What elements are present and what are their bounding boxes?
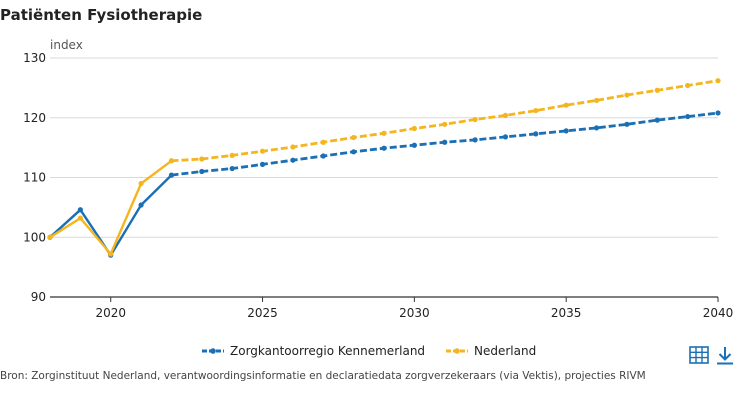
data-point-kennemerland-2040	[715, 110, 721, 116]
data-point-kennemerland-2033	[502, 134, 509, 140]
data-point-kennemerland-2030	[411, 142, 417, 148]
data-point-kennemerland-2023	[199, 168, 205, 175]
data-point-nederland-2024	[229, 152, 235, 158]
data-point-nederland-2025	[259, 148, 266, 154]
data-point-nederland-2036	[593, 97, 600, 104]
data-point-kennemerland-2028	[351, 149, 357, 155]
data-point-kennemerland-2034	[533, 131, 539, 137]
data-point-nederland-2023	[199, 156, 205, 162]
y-tick-label-120: 120	[23, 111, 46, 125]
table-icon	[689, 346, 709, 364]
data-point-nederland-2028	[351, 134, 357, 141]
data-point-nederland-2026	[290, 144, 296, 150]
series-line-nederland-projection	[171, 79, 719, 163]
chart-title: Patiënten Fysiotherapie	[0, 6, 203, 24]
legend-label-kennemerland: Zorgkantoorregio Kennemerland	[230, 344, 426, 358]
data-point-nederland-2032	[472, 116, 478, 123]
download-icon	[717, 347, 733, 365]
data-point-kennemerland-2032	[472, 137, 478, 143]
data-point-nederland-2022	[168, 158, 175, 164]
data-point-kennemerland-2031	[442, 139, 448, 145]
data-point-nederland-2038	[654, 87, 660, 93]
data-point-kennemerland-2026	[290, 157, 296, 163]
data-point-nederland-2030	[411, 125, 417, 132]
data-point-kennemerland-2035	[563, 128, 569, 134]
y-tick-label-130: 130	[23, 51, 46, 65]
x-tick-label-2025: 2025	[247, 306, 278, 320]
data-point-nederland-2035	[563, 102, 569, 108]
table-view-button[interactable]	[688, 344, 710, 366]
data-point-nederland-2029	[381, 130, 387, 136]
download-button[interactable]	[714, 344, 736, 366]
x-tick-label-2040: 2040	[703, 306, 734, 320]
data-point-nederland-2033	[502, 112, 509, 118]
data-point-nederland-2020	[108, 251, 114, 257]
chart-legend: Zorgkantoorregio Kennemerland Nederland	[0, 340, 738, 362]
x-tick-label-2020: 2020	[95, 306, 126, 320]
series-line-kennemerland-observed	[49, 174, 173, 257]
data-point-kennemerland-2038	[654, 117, 660, 123]
data-point-kennemerland-2029	[381, 145, 387, 151]
legend-label-nederland: Nederland	[474, 344, 537, 358]
data-point-kennemerland-2025	[259, 161, 266, 167]
data-point-nederland-2019	[77, 215, 83, 221]
data-point-kennemerland-2022	[168, 172, 175, 178]
data-point-kennemerland-2024	[229, 165, 235, 172]
data-point-kennemerland-2019	[77, 207, 83, 213]
x-tick-label-2035: 2035	[551, 306, 582, 320]
data-point-kennemerland-2036	[593, 125, 600, 131]
y-tick-label-90: 90	[31, 290, 46, 304]
y-tick-label-110: 110	[23, 171, 46, 185]
legend-item-kennemerland[interactable]: Zorgkantoorregio Kennemerland	[202, 340, 425, 362]
x-tick-label-2030: 2030	[399, 306, 430, 320]
data-point-nederland-2021	[138, 180, 144, 187]
line-chart: 90 100 110 120 130 index 2020 2025 2030 2035 2040	[23, 38, 734, 320]
legend-marker-kennemerland	[202, 348, 224, 354]
series-line-nederland-observed	[49, 159, 173, 256]
data-point-nederland-2018	[47, 234, 53, 240]
data-point-nederland-2031	[442, 121, 448, 127]
data-point-nederland-2034	[533, 107, 539, 114]
y-tick-label-100: 100	[23, 230, 46, 244]
y-axis-label: index	[50, 38, 83, 52]
data-point-kennemerland-2027	[320, 153, 326, 159]
data-point-nederland-2040	[715, 78, 721, 84]
legend-item-nederland[interactable]: Nederland	[446, 340, 536, 362]
data-point-nederland-2039	[685, 82, 691, 89]
data-point-kennemerland-2021	[138, 202, 144, 208]
data-point-kennemerland-2037	[624, 121, 630, 127]
data-point-kennemerland-2039	[685, 113, 691, 120]
data-point-nederland-2037	[624, 92, 630, 98]
legend-marker-nederland	[446, 348, 468, 354]
source-note: Bron: Zorginstituut Nederland, verantwoo…	[0, 370, 646, 382]
data-point-nederland-2027	[320, 139, 326, 145]
